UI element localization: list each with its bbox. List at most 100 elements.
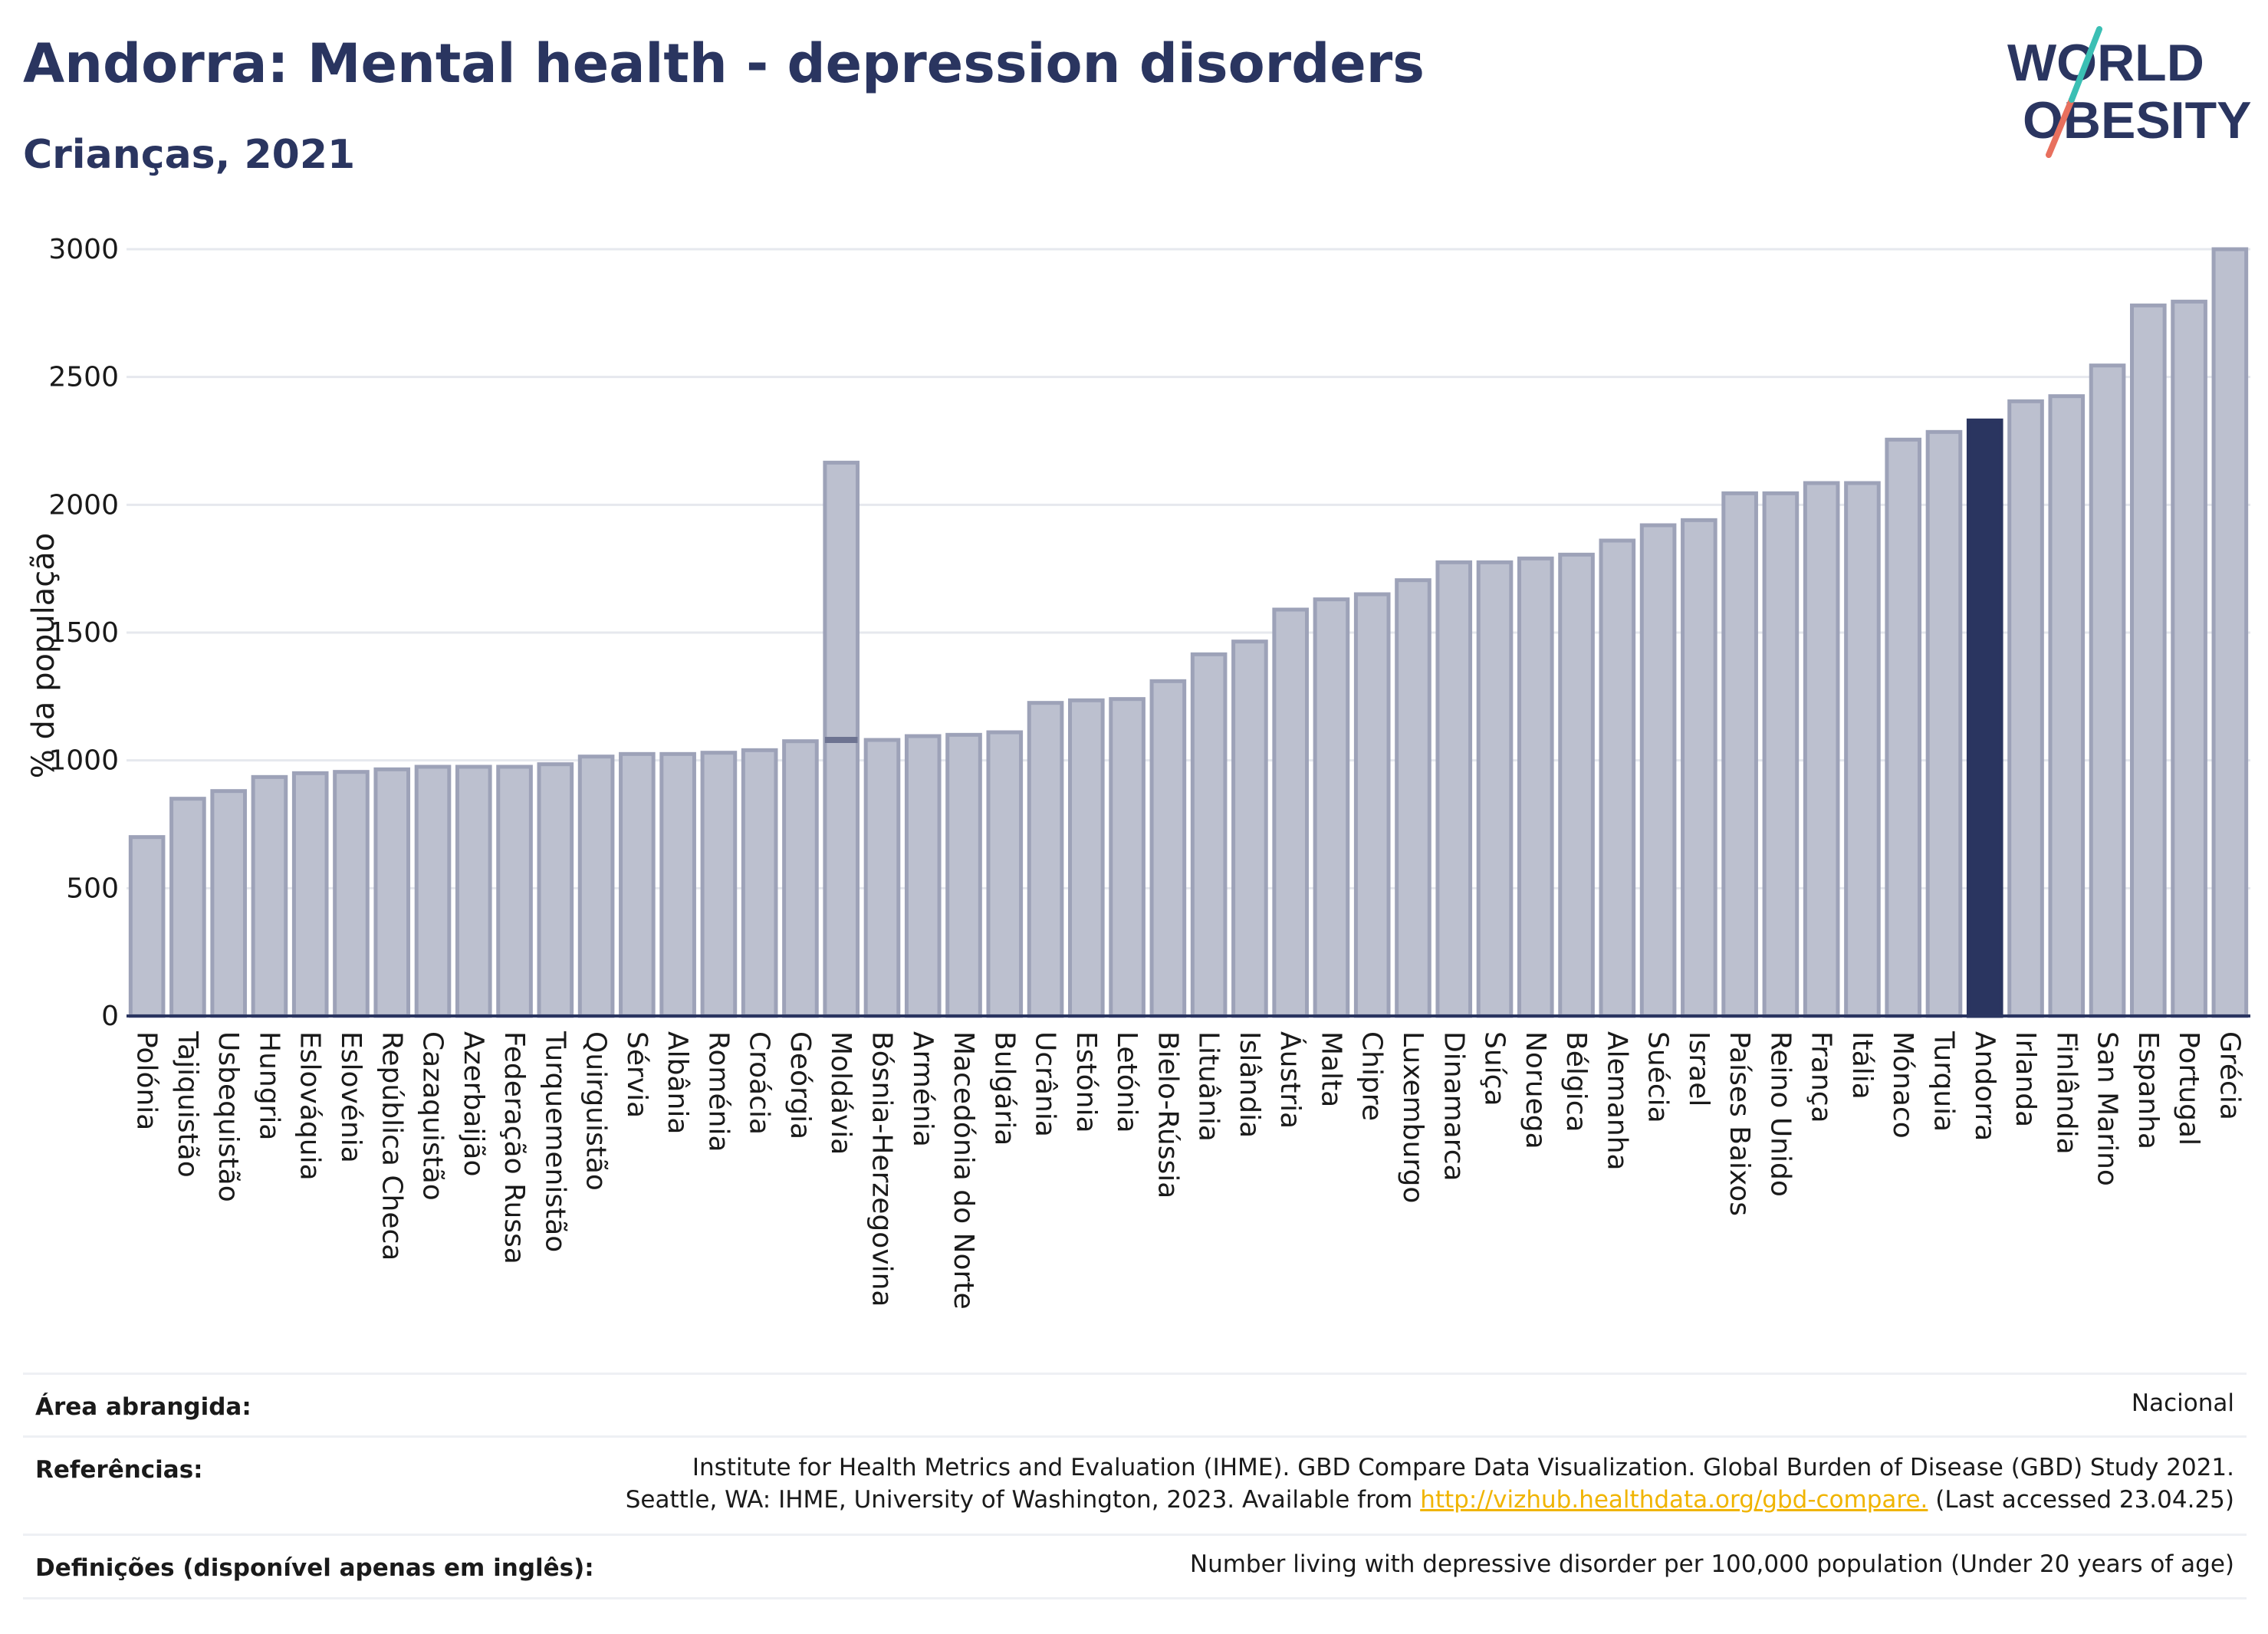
- x-tick-label: Portugal: [2173, 1031, 2204, 1146]
- x-tick-label: Itália: [1846, 1031, 1878, 1100]
- y-tick-label: 3000: [48, 234, 119, 265]
- x-tick-label: Noruega: [1520, 1031, 1551, 1149]
- footer-area-row: Área abrangida: Nacional: [23, 1373, 2247, 1438]
- x-tick-label: Espanha: [2132, 1031, 2164, 1149]
- x-tick-label: Sérvia: [621, 1031, 652, 1118]
- page-subtitle: Crianças, 2021: [23, 132, 356, 178]
- bar-47: [2048, 394, 2086, 1018]
- x-tick-label: Bielo-Rússia: [1152, 1031, 1183, 1198]
- x-tick-label: Bulgária: [988, 1031, 1020, 1146]
- x-tick-label: Bósnia-Herzegovina: [866, 1031, 897, 1307]
- x-tick-label: Usbequistão: [212, 1031, 244, 1202]
- bar-11: [577, 755, 615, 1018]
- bar-26: [1190, 652, 1228, 1018]
- x-tick-label: Macedónia do Norte: [948, 1031, 979, 1310]
- x-tick-label: Reino Unido: [1764, 1031, 1796, 1197]
- y-axis-ticks: 0 500 1000 1500 2000 2500 3000: [48, 234, 119, 1032]
- bar-5: [333, 770, 370, 1018]
- bar-19: [904, 734, 942, 1018]
- x-tick-label: Albânia: [662, 1031, 693, 1134]
- bar-31: [1395, 578, 1431, 1018]
- bar-22: [1027, 701, 1064, 1018]
- x-tick-label: Suécia: [1642, 1031, 1674, 1123]
- bar-10: [537, 762, 574, 1018]
- x-tick-label: Croácia: [744, 1031, 775, 1135]
- bar-48: [2089, 363, 2126, 1018]
- definitions-value: Number living with depressive disorder p…: [1189, 1550, 2234, 1578]
- x-tick-label: Eslovénia: [335, 1031, 366, 1163]
- x-tick-label: Alemanha: [1601, 1031, 1632, 1171]
- x-tick-label: Geórgia: [784, 1031, 816, 1139]
- bar-15: [741, 748, 778, 1018]
- x-tick-label: Bélgica: [1560, 1031, 1592, 1133]
- bar-49: [2130, 303, 2167, 1018]
- bar-43: [1885, 437, 1922, 1018]
- bar-51: [2211, 247, 2249, 1018]
- x-tick-label: Mónaco: [1887, 1031, 1918, 1139]
- bar-38: [1681, 518, 1717, 1018]
- x-tick-label: Cazaquistão: [417, 1031, 449, 1201]
- x-tick-label: Estónia: [1070, 1031, 1102, 1133]
- y-tick-label: 1000: [48, 745, 119, 777]
- x-tick-label: Países Baixos: [1724, 1031, 1755, 1216]
- x-tick-label: Malta: [1315, 1031, 1346, 1107]
- bar-28: [1272, 607, 1309, 1018]
- logo-line1: WORLD: [2007, 34, 2204, 92]
- bar-30: [1353, 592, 1391, 1018]
- bar-34: [1517, 556, 1554, 1018]
- x-tick-label: Irlanda: [2010, 1031, 2041, 1127]
- footer-definitions-row: Definições (disponível apenas em inglês)…: [23, 1534, 2247, 1599]
- bar-50: [2171, 299, 2207, 1018]
- references-value: Institute for Health Metrics and Evaluat…: [626, 1452, 2234, 1516]
- bar-7: [414, 764, 452, 1018]
- bar-3: [251, 774, 288, 1018]
- bar-25: [1149, 679, 1187, 1018]
- x-tick-label: Arménia: [907, 1031, 938, 1147]
- references-line2-post: (Last accessed 23.04.25): [1928, 1486, 2234, 1514]
- bar-2: [210, 789, 247, 1018]
- y-axis-label: % da população: [26, 533, 61, 779]
- bar-0: [128, 835, 166, 1018]
- y-tick-label: 2000: [48, 489, 119, 521]
- footer-references-row: Referências: Institute for Health Metric…: [23, 1435, 2247, 1536]
- bar-chart: 0 500 1000 1500 2000 2500 3000 Polónia Tajiquis…: [26, 234, 2250, 1310]
- x-tick-label: Azerbaijão: [458, 1031, 489, 1176]
- x-tick-label: Islândia: [1234, 1031, 1265, 1138]
- x-tick-label: Lituânia: [1193, 1031, 1224, 1142]
- bar-36: [1599, 538, 1636, 1018]
- bar-21: [986, 730, 1024, 1018]
- bar-27: [1231, 639, 1268, 1018]
- bar-42: [1844, 481, 1881, 1018]
- bar-24: [1109, 697, 1146, 1018]
- bar-44: [1925, 429, 1963, 1018]
- x-tick-label: Hungria: [253, 1031, 284, 1140]
- x-tick-label: Andorra: [1969, 1031, 2000, 1141]
- bar-32: [1435, 560, 1473, 1018]
- x-axis-labels: Polónia Tajiquistão Usbequistão Hungria Eslo…: [131, 1031, 2246, 1310]
- x-tick-label: Federação Russa: [498, 1031, 530, 1264]
- x-tick-label: Turquia: [1928, 1031, 1959, 1132]
- x-tick-label: Chipre: [1356, 1031, 1388, 1121]
- bar-8: [455, 764, 492, 1018]
- bar-35: [1558, 552, 1595, 1018]
- bar-39: [1721, 491, 1758, 1018]
- x-tick-label: Dinamarca: [1438, 1031, 1469, 1182]
- x-tick-label: França: [1806, 1031, 1837, 1123]
- bar-18: [863, 738, 901, 1018]
- bar-13: [659, 751, 696, 1018]
- bar-37: [1639, 523, 1677, 1018]
- bar-16: [782, 739, 819, 1018]
- references-label: Referências:: [35, 1456, 203, 1484]
- y-tick-label: 500: [66, 873, 119, 904]
- x-tick-label: Grécia: [2214, 1031, 2245, 1120]
- bar-46: [2007, 399, 2044, 1018]
- bar-29: [1313, 597, 1350, 1018]
- references-line2: Seattle, WA: IHME, University of Washing…: [626, 1484, 2234, 1516]
- x-tick-label: Roménia: [702, 1031, 734, 1152]
- x-tick-label: Ucrânia: [1030, 1031, 1061, 1137]
- x-tick-label: San Marino: [2092, 1031, 2123, 1186]
- x-tick-label: Quirguistão: [580, 1031, 612, 1191]
- bar-4: [291, 771, 329, 1018]
- x-tick-label: Finlândia: [2050, 1031, 2082, 1155]
- references-link[interactable]: http://vizhub.healthdata.org/gbd-compare…: [1420, 1486, 1928, 1514]
